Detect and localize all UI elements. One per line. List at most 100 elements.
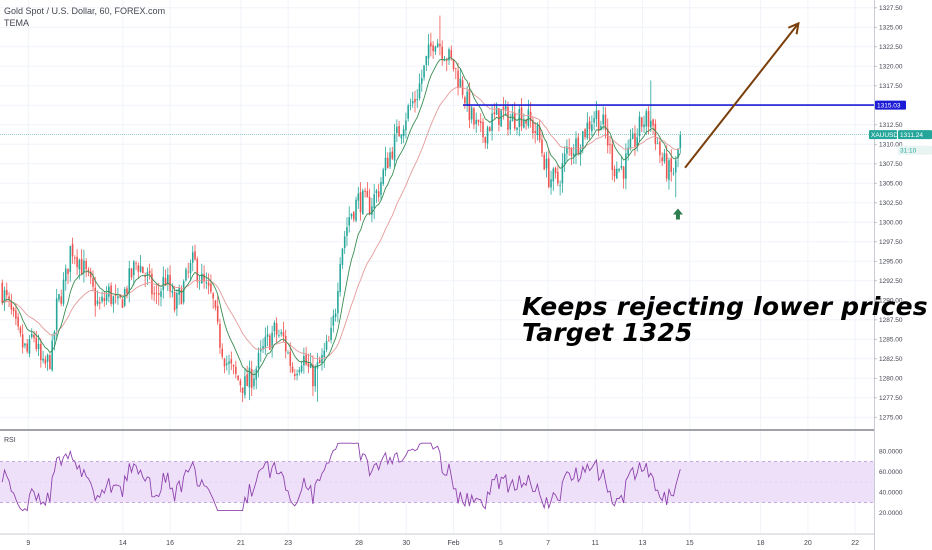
candle-body <box>284 335 287 352</box>
candle-body <box>123 289 126 306</box>
candle-body <box>155 292 158 294</box>
grid-lines <box>0 0 874 533</box>
candle-body <box>210 283 212 292</box>
target-arrow-line <box>684 22 800 169</box>
price-axis-tick-label: 1300.00 <box>879 220 903 227</box>
candle-body <box>543 154 546 170</box>
candle-body <box>586 122 589 139</box>
candle-body <box>58 294 60 300</box>
candle-body <box>112 296 115 305</box>
candle-body <box>101 296 103 302</box>
candle-body <box>282 332 285 337</box>
candle-body <box>235 366 237 375</box>
candle-body <box>631 133 634 140</box>
candle-body <box>414 99 416 103</box>
candle-body <box>672 173 675 174</box>
candle-body <box>595 110 598 119</box>
price-axis-tick-label: 1307.50 <box>879 161 903 168</box>
candle-body <box>103 298 106 302</box>
candle-body <box>80 258 83 274</box>
candle-body <box>625 153 627 179</box>
price-axis-tick-label: 1277.50 <box>879 395 903 402</box>
candle-body <box>8 296 10 300</box>
candle-body <box>94 287 97 306</box>
candle-body <box>346 227 348 236</box>
candle-body <box>169 274 171 292</box>
candle-body <box>443 60 446 62</box>
candle-body <box>674 160 677 173</box>
candle-body <box>24 343 26 346</box>
candle-body <box>269 335 271 350</box>
candle-body <box>423 65 425 78</box>
price-axis-tick-label: 1327.50 <box>879 5 903 12</box>
candle-body <box>44 359 47 364</box>
candle-body <box>30 333 33 338</box>
candle-body <box>538 126 541 141</box>
rsi-axis-tick-label: 40.0000 <box>879 490 903 497</box>
candle-body <box>597 110 600 132</box>
candle-body <box>257 352 260 368</box>
candle-body <box>357 193 360 201</box>
candle-body <box>638 116 641 137</box>
candle-body <box>300 365 303 372</box>
candle-body <box>130 268 133 278</box>
price-axis-tick-label: 1312.50 <box>879 122 903 129</box>
candle-body <box>10 301 13 310</box>
candle-body <box>92 278 94 287</box>
candle-body <box>389 152 391 167</box>
candle-body <box>53 331 56 341</box>
candle-body <box>373 194 375 208</box>
candle-body <box>382 169 385 184</box>
candle-body <box>457 70 459 88</box>
candle-body <box>74 257 76 259</box>
candle-body <box>532 120 534 134</box>
candle-body <box>1 282 4 303</box>
candle-body <box>98 302 101 304</box>
candle-body <box>541 139 543 154</box>
candle-body <box>473 108 475 125</box>
candle-body <box>15 310 17 319</box>
candle-body <box>273 322 276 332</box>
indicator-label: TEMA <box>4 18 30 28</box>
candle-body <box>162 276 165 291</box>
price-tag-last <box>898 130 932 140</box>
candle-body <box>393 133 396 161</box>
candle-body <box>151 273 153 295</box>
candle-body <box>355 199 357 221</box>
candle-body <box>434 46 437 52</box>
price-tag-label: 1311.24 <box>900 132 923 139</box>
candle-body <box>411 101 414 104</box>
candle-body <box>289 351 292 366</box>
candle-body <box>244 376 246 396</box>
price-tag-label: 1315.03 <box>877 102 901 109</box>
candle-body <box>87 269 90 272</box>
candle-body <box>250 369 253 388</box>
candle-body <box>613 168 616 177</box>
price-axis-tick-label: 1292.50 <box>879 278 903 285</box>
time-axis-tick-label: 5 <box>499 540 503 547</box>
candle-body <box>264 336 267 348</box>
candle-body <box>137 265 140 272</box>
candle-body <box>679 134 682 149</box>
candle-body <box>316 362 319 369</box>
candle-body <box>12 307 15 312</box>
candle-body <box>362 190 364 215</box>
candle-body <box>371 206 373 215</box>
rsi-line <box>1 442 681 512</box>
candle-body <box>629 138 632 149</box>
candle-body <box>332 315 335 326</box>
candle-body <box>253 378 255 387</box>
candle-body <box>37 343 40 350</box>
candle-body <box>67 268 69 274</box>
time-axis-tick-label: 15 <box>686 540 694 547</box>
candle-body <box>545 158 548 169</box>
candle-body <box>19 327 22 334</box>
candle-body <box>448 49 450 61</box>
candle-body <box>221 348 224 357</box>
candle-body <box>225 363 228 365</box>
candle-body <box>33 334 35 338</box>
candle-body <box>380 182 382 195</box>
candle-body <box>577 137 580 154</box>
candle-body <box>348 216 351 226</box>
candle-body <box>280 332 282 334</box>
